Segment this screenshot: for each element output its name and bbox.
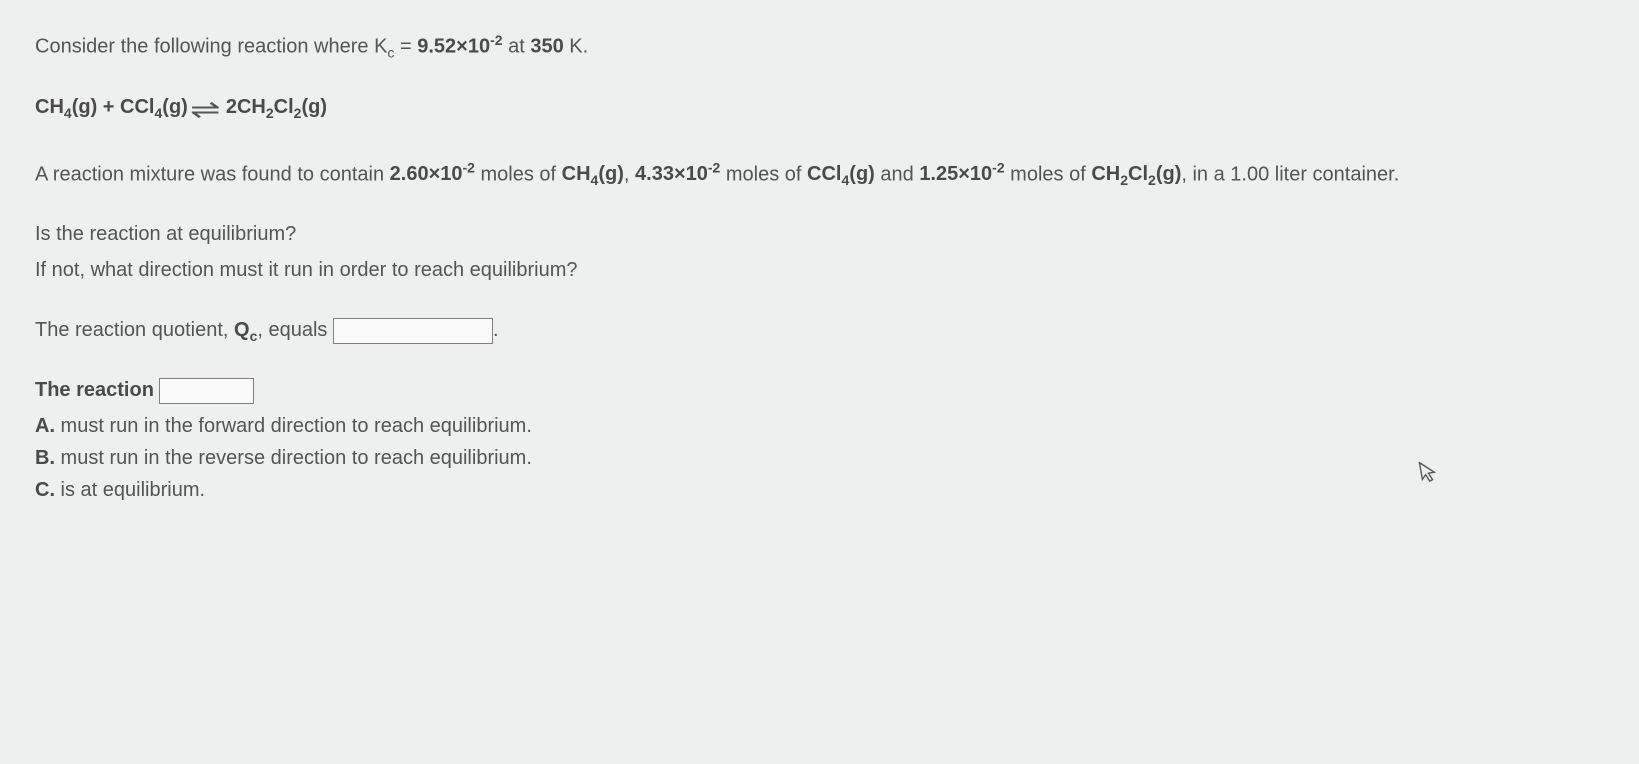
s2a: CCl — [807, 163, 841, 185]
option-a: A. must run in the forward direction to … — [35, 411, 1604, 441]
c1: , — [624, 163, 635, 185]
s2b: (g) — [849, 163, 875, 185]
s1b: (g) — [598, 163, 624, 185]
e3: -2 — [992, 160, 1004, 176]
chemical-equation: CH4(g) + CCl4(g)2CH2Cl2(g) — [35, 92, 1604, 124]
r2: CCl — [120, 96, 154, 118]
qc-line: The reaction quotient, Qc, equals . — [35, 315, 1604, 347]
reaction-label: The reaction — [35, 379, 154, 401]
equilibrium-arrow-icon — [190, 100, 224, 114]
opt-c-txt: is at equilibrium. — [55, 479, 205, 501]
qc-input[interactable] — [333, 318, 493, 344]
m3: 1.25×10 — [919, 163, 992, 185]
opt-a-lbl: A. — [35, 415, 55, 437]
qc-a: The reaction quotient, — [35, 319, 234, 341]
r1s: 4 — [64, 105, 72, 121]
sp1: moles of — [475, 163, 562, 185]
p1p: (g) — [301, 96, 327, 118]
mixture-line: A reaction mixture was found to contain … — [35, 158, 1604, 192]
opt-b-txt: must run in the reverse direction to rea… — [55, 447, 532, 469]
question-1: Is the reaction at equilibrium? — [35, 219, 1604, 249]
s3s2: 2 — [1148, 172, 1156, 188]
mix-t1: A reaction mixture was found to contain — [35, 163, 390, 185]
r1p: (g) + — [72, 96, 120, 118]
p1: 2CH — [226, 96, 266, 118]
option-c: C. is at equilibrium. — [35, 475, 1604, 505]
temp-value: 350 — [530, 36, 563, 58]
p1b: Cl — [274, 96, 294, 118]
opt-a-txt: must run in the forward direction to rea… — [55, 415, 532, 437]
qc-c: , equals — [257, 319, 333, 341]
temp-unit: K. — [564, 36, 588, 58]
e1: -2 — [463, 160, 475, 176]
question-block: Is the reaction at equilibrium? If not, … — [35, 219, 1604, 285]
qc-period: . — [493, 319, 499, 341]
c2: and — [875, 163, 919, 185]
s3a: CH — [1091, 163, 1120, 185]
kc-exp: -2 — [490, 32, 502, 48]
mix-tail: , in a 1.00 liter container. — [1181, 163, 1399, 185]
p1s: 2 — [266, 105, 274, 121]
reaction-select-input[interactable] — [159, 378, 254, 404]
opt-b-lbl: B. — [35, 447, 55, 469]
sp3: moles of — [1005, 163, 1092, 185]
reaction-answer-block: The reaction A. must run in the forward … — [35, 375, 1604, 505]
s1a: CH — [562, 163, 591, 185]
intro-prefix: Consider the following reaction where K — [35, 36, 387, 58]
kc-value: 9.52×10 — [417, 36, 490, 58]
intro-line: Consider the following reaction where Kc… — [35, 30, 1604, 64]
opt-c-lbl: C. — [35, 479, 55, 501]
e2: -2 — [708, 160, 720, 176]
m2: 4.33×10 — [635, 163, 708, 185]
option-b: B. must run in the reverse direction to … — [35, 443, 1604, 473]
intro-mid: = — [394, 36, 417, 58]
r1: CH — [35, 96, 64, 118]
s3b: Cl — [1128, 163, 1148, 185]
s3s1: 2 — [1120, 172, 1128, 188]
s3c: (g) — [1156, 163, 1182, 185]
answer-options: A. must run in the forward direction to … — [35, 411, 1604, 505]
m1: 2.60×10 — [390, 163, 463, 185]
r2p: (g) — [162, 96, 188, 118]
question-2: If not, what direction must it run in or… — [35, 255, 1604, 285]
intro-at: at — [503, 36, 531, 58]
qc-b: Q — [234, 319, 250, 341]
sp2: moles of — [720, 163, 807, 185]
